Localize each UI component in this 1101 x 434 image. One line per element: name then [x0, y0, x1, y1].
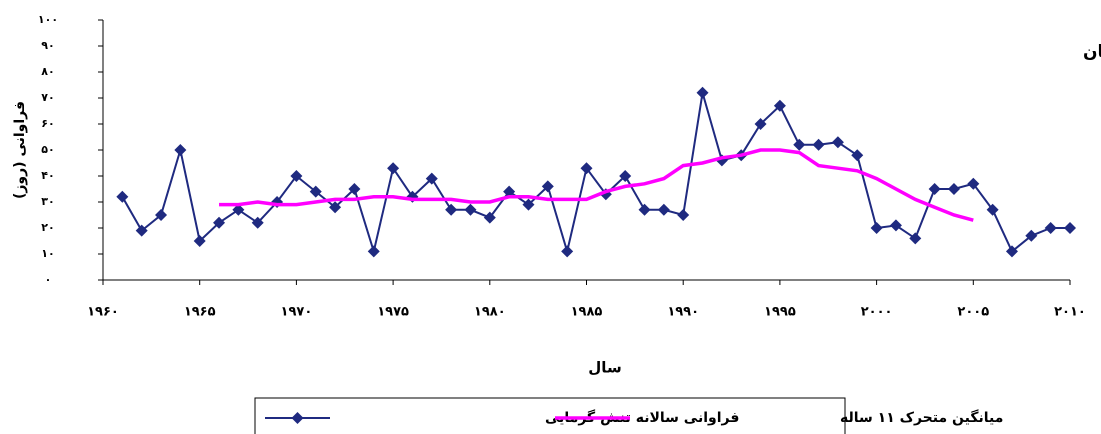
x-tick-label: ۲۰۰۵	[957, 305, 989, 320]
x-tick-label: ۱۹۹۰	[667, 305, 699, 320]
point-marker	[464, 203, 477, 216]
point-marker	[773, 99, 786, 112]
series-line	[121, 92, 1070, 256]
point-marker	[193, 235, 206, 247]
point-marker	[677, 209, 690, 221]
point-marker	[232, 203, 245, 216]
point-marker	[928, 183, 941, 195]
point-marker	[793, 138, 806, 151]
point-marker	[657, 203, 670, 216]
point-marker	[174, 144, 187, 156]
point-marker	[155, 209, 168, 221]
x-tick-label: ۱۹۸۰	[474, 305, 506, 320]
x-tick-label: ۱۹۶۰	[87, 305, 119, 320]
point-marker	[425, 172, 438, 185]
x-axis-label: سال	[588, 359, 621, 377]
y-tick-label: ۳۰	[41, 195, 54, 208]
legend-box	[254, 397, 846, 434]
point-marker	[967, 177, 980, 190]
y-tick-label: ۰	[45, 273, 52, 286]
x-tick-label: ۱۹۹۵	[764, 305, 796, 320]
point-marker	[754, 118, 767, 130]
point-marker	[367, 245, 380, 258]
y-tick-label: ۲۰	[41, 221, 54, 234]
y-axis-label: فراوانی (روز)	[12, 101, 28, 199]
point-marker	[1044, 222, 1057, 234]
point-marker	[213, 216, 226, 229]
point-marker	[309, 185, 322, 198]
point-marker	[387, 162, 400, 175]
y-tick-label: ۷۰	[41, 91, 54, 104]
point-marker	[812, 138, 825, 151]
legend-label: میانگین متحرک ۱۱ ساله	[840, 409, 1003, 426]
point-marker	[909, 232, 922, 245]
series-line	[219, 148, 974, 222]
x-tick-label: ۱۹۸۵	[571, 305, 603, 320]
point-marker	[348, 183, 361, 195]
point-marker	[561, 245, 574, 258]
x-tick-label: ۱۹۶۵	[184, 305, 216, 320]
point-marker	[483, 211, 496, 224]
x-tick-label: ۱۹۷۵	[377, 305, 409, 320]
point-marker	[135, 224, 148, 237]
point-marker	[619, 170, 632, 182]
y-tick-label: ۵۰	[41, 143, 54, 156]
point-marker	[541, 180, 554, 193]
point-marker	[329, 201, 342, 214]
point-marker	[116, 190, 129, 203]
point-marker	[986, 203, 999, 216]
point-marker	[445, 203, 458, 216]
y-tick-label: ۸۰	[41, 65, 54, 78]
point-marker	[831, 136, 844, 149]
x-tick-label: ۲۰۰۰	[861, 305, 893, 320]
point-marker	[638, 203, 651, 216]
point-marker	[251, 216, 264, 229]
y-tick-label: ۹۰	[41, 39, 54, 52]
y-tick-label: ۴۰	[41, 169, 54, 182]
point-marker	[522, 198, 535, 211]
legend-marker	[291, 412, 304, 424]
y-tick-label: ۶۰	[41, 117, 54, 130]
point-marker	[947, 183, 960, 195]
point-marker	[1064, 222, 1076, 234]
chart-title: ب) تابستان	[1083, 42, 1101, 62]
x-tick-label: ۱۹۷۰	[281, 305, 313, 320]
point-marker	[290, 170, 303, 182]
point-marker	[503, 185, 516, 198]
point-marker	[851, 149, 864, 162]
point-marker	[889, 219, 902, 232]
y-tick-label: ۱۰۰	[38, 13, 58, 26]
point-marker	[580, 162, 593, 175]
point-marker	[696, 86, 709, 99]
point-marker	[1005, 245, 1018, 258]
x-tick-label: ۲۰۱۰	[1054, 305, 1086, 320]
point-marker	[870, 222, 883, 234]
point-marker	[1025, 229, 1038, 242]
legend-label: فراوانی سالانه تنش گرمایی	[545, 409, 739, 426]
y-tick-label: ۱۰	[41, 247, 54, 260]
